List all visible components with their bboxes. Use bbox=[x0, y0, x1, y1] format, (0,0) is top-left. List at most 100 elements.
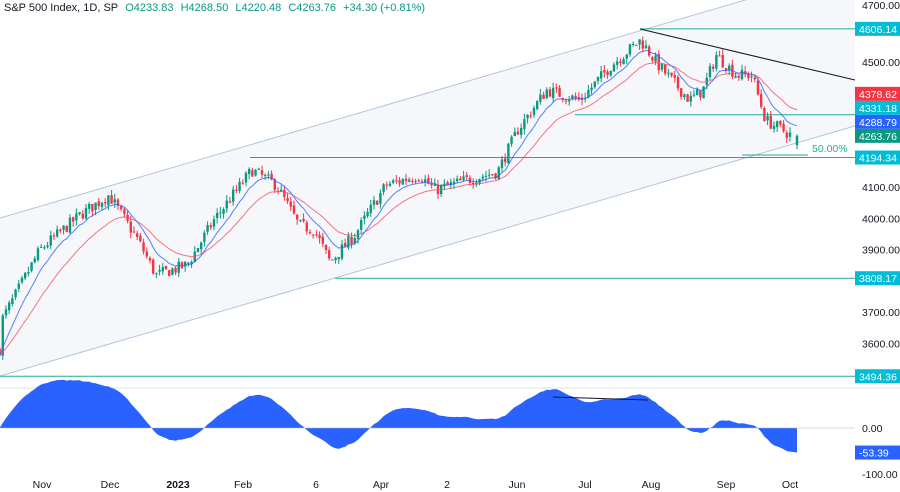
candle-body bbox=[638, 39, 641, 45]
candle-body bbox=[97, 201, 100, 207]
candle-body bbox=[436, 184, 440, 195]
candle-body bbox=[571, 95, 574, 99]
candle-body bbox=[529, 115, 532, 117]
candle-body bbox=[331, 259, 334, 261]
candle-body bbox=[11, 298, 14, 304]
candle-body bbox=[94, 202, 97, 211]
candle-body bbox=[468, 177, 472, 183]
candle-body bbox=[404, 178, 408, 182]
time-tick-label: Nov bbox=[33, 479, 52, 491]
candle-body bbox=[215, 213, 219, 219]
price-tag: 4263.76 bbox=[859, 131, 897, 143]
candle-body bbox=[769, 115, 772, 129]
candle-body bbox=[663, 64, 667, 74]
close-value: C4263.76 bbox=[288, 2, 337, 14]
candle-body bbox=[247, 169, 251, 175]
candle-body bbox=[123, 209, 126, 215]
time-tick-label: 6 bbox=[313, 479, 319, 491]
candle-body bbox=[427, 178, 430, 184]
candle-body bbox=[71, 217, 75, 222]
candle-body bbox=[679, 88, 683, 97]
candle-body bbox=[39, 246, 43, 248]
candle-body bbox=[299, 219, 302, 221]
level-price-tag-bg bbox=[855, 100, 900, 115]
candle-body bbox=[574, 95, 577, 99]
candle-body bbox=[724, 68, 728, 71]
candle-body bbox=[139, 235, 142, 242]
candle-body bbox=[273, 179, 276, 190]
candle-body bbox=[350, 236, 353, 245]
candle-body bbox=[161, 267, 164, 272]
level-price-tag: 3808.17 bbox=[859, 273, 897, 285]
candle-body bbox=[567, 100, 571, 102]
candle-body bbox=[516, 131, 520, 135]
candle-body bbox=[407, 179, 411, 182]
candle-body bbox=[558, 87, 561, 97]
candle-body bbox=[555, 87, 558, 89]
candle-body bbox=[254, 169, 257, 176]
candle-body bbox=[292, 205, 296, 214]
candle-body bbox=[311, 234, 315, 236]
candle-body bbox=[391, 180, 395, 183]
candle-body bbox=[526, 114, 529, 119]
time-tick-label: Jul bbox=[578, 479, 591, 491]
candle-body bbox=[337, 257, 340, 260]
candle-body bbox=[715, 54, 718, 69]
candle-body bbox=[628, 44, 632, 55]
price-tick-label: 3900.00 bbox=[862, 245, 900, 257]
candle-body bbox=[590, 87, 593, 91]
oscillator-divergence-line bbox=[552, 396, 649, 401]
candle-body bbox=[446, 182, 449, 186]
candle-body bbox=[142, 242, 145, 252]
price-tick-label: 4100.00 bbox=[862, 182, 900, 194]
candle-body bbox=[657, 54, 660, 71]
oscillator-value-tag: -53.39 bbox=[859, 448, 889, 460]
candle-body bbox=[295, 214, 299, 220]
fast-moving-average bbox=[0, 49, 798, 356]
candle-body bbox=[231, 189, 235, 202]
time-tick-label: Oct bbox=[782, 479, 798, 491]
candle-body bbox=[750, 76, 753, 78]
candle-body bbox=[14, 289, 17, 298]
candle-body bbox=[699, 90, 702, 98]
candle-body bbox=[180, 261, 184, 269]
candle-body bbox=[395, 180, 398, 182]
candle-body bbox=[302, 218, 305, 222]
oscillator-tick-label: 0.00 bbox=[862, 423, 883, 435]
candle-body bbox=[513, 131, 516, 137]
candle-body bbox=[753, 77, 756, 80]
candle-body bbox=[251, 170, 254, 177]
candle-body bbox=[379, 192, 382, 204]
candle-body bbox=[369, 204, 372, 214]
candle-body bbox=[372, 200, 376, 205]
trend-line bbox=[639, 28, 856, 81]
price-tick-label: 3700.00 bbox=[862, 307, 900, 319]
candle-body bbox=[737, 75, 740, 78]
candle-body bbox=[116, 199, 120, 206]
high-value: H4268.50 bbox=[180, 2, 229, 14]
candle-body bbox=[491, 174, 494, 176]
candle-body bbox=[286, 198, 289, 202]
candle-body bbox=[308, 232, 312, 234]
candle-body bbox=[199, 242, 203, 250]
candle-body bbox=[324, 244, 328, 250]
candle-body bbox=[366, 212, 369, 217]
candle-body bbox=[411, 180, 414, 182]
candle-body bbox=[30, 262, 33, 271]
symbol-title[interactable]: S&P 500 Index, 1D, SP bbox=[4, 2, 119, 14]
level-price-tag: 4606.14 bbox=[859, 24, 897, 36]
candle-body bbox=[68, 217, 72, 233]
candle-body bbox=[222, 209, 225, 214]
candle-body bbox=[177, 261, 180, 273]
candle-body bbox=[507, 143, 510, 164]
candle-body bbox=[689, 95, 692, 102]
candle-body bbox=[164, 265, 168, 270]
candle-body bbox=[78, 212, 81, 215]
candle-body bbox=[683, 94, 686, 98]
candle-body bbox=[462, 176, 465, 180]
candle-body bbox=[519, 127, 523, 135]
candle-body bbox=[718, 55, 721, 57]
candle-body bbox=[564, 100, 568, 102]
candle-body bbox=[84, 207, 88, 219]
